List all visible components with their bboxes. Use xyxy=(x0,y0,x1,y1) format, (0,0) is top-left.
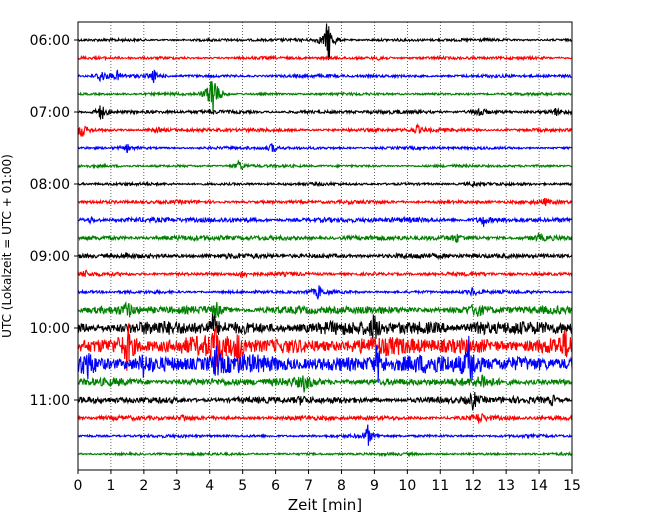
seismogram-trace xyxy=(77,105,573,120)
x-tick-label: 13 xyxy=(497,478,515,494)
x-tick-label: 2 xyxy=(139,478,148,494)
seismogram-trace xyxy=(77,391,573,411)
y-axis-title: UTC (Lokalzeit = UTC + 01:00) xyxy=(0,154,14,338)
seismogram-trace xyxy=(77,69,573,84)
seismogram-trace xyxy=(77,324,573,371)
x-tick-label: 10 xyxy=(398,478,416,494)
y-tick-label: 11:00 xyxy=(30,393,70,409)
seismogram-trace xyxy=(77,180,573,188)
plot-frame xyxy=(77,21,573,471)
x-tick-label: 15 xyxy=(563,478,581,494)
seismogram-trace xyxy=(77,159,573,171)
seismogram-trace xyxy=(77,232,573,243)
x-axis-ticks: 0 1 2 3 4 5 6 7 8 9 10 11 12 13 14 15 xyxy=(74,470,581,494)
x-tick-label: 11 xyxy=(431,478,449,494)
seismogram-trace xyxy=(77,197,573,207)
y-tick-label: 06:00 xyxy=(30,33,70,49)
y-tick-label: 10:00 xyxy=(30,321,70,337)
x-tick-label: 0 xyxy=(74,478,83,494)
x-tick-label: 14 xyxy=(530,478,548,494)
x-tick-label: 9 xyxy=(370,478,379,494)
seismogram-trace xyxy=(77,300,573,319)
y-tick-label: 08:00 xyxy=(30,177,70,193)
x-tick-label: 12 xyxy=(464,478,482,494)
x-tick-label: 6 xyxy=(271,478,280,494)
seismogram-trace xyxy=(77,374,573,393)
y-tick-label: 09:00 xyxy=(30,249,70,265)
seismogram-trace xyxy=(77,450,573,458)
seismogram-trace xyxy=(77,314,573,339)
seismogram-trace xyxy=(77,424,573,446)
seismogram-trace xyxy=(77,54,573,62)
y-tick-label: 07:00 xyxy=(30,105,70,121)
x-tick-label: 3 xyxy=(172,478,181,494)
seismogram-trace xyxy=(77,23,573,61)
x-tick-label: 1 xyxy=(106,478,115,494)
seismogram-trace xyxy=(77,122,573,137)
seismogram-trace xyxy=(77,143,573,153)
x-tick-label: 7 xyxy=(304,478,313,494)
seismogram-trace xyxy=(77,269,573,279)
seismogram-traces xyxy=(77,23,573,458)
y-axis-ticks: 06:00 07:00 08:00 09:00 10:00 11:00 xyxy=(30,33,78,409)
seismogram-trace xyxy=(77,335,573,383)
x-tick-label: 4 xyxy=(205,478,214,494)
seismogram-trace xyxy=(77,413,573,424)
seismogram-trace xyxy=(77,215,573,227)
seismogram-trace xyxy=(77,251,573,261)
x-tick-label: 5 xyxy=(238,478,247,494)
x-axis-title: Zeit [min] xyxy=(288,496,362,514)
seismogram-trace xyxy=(77,81,573,115)
seismogram-trace xyxy=(77,285,573,301)
x-tick-label: 8 xyxy=(337,478,346,494)
